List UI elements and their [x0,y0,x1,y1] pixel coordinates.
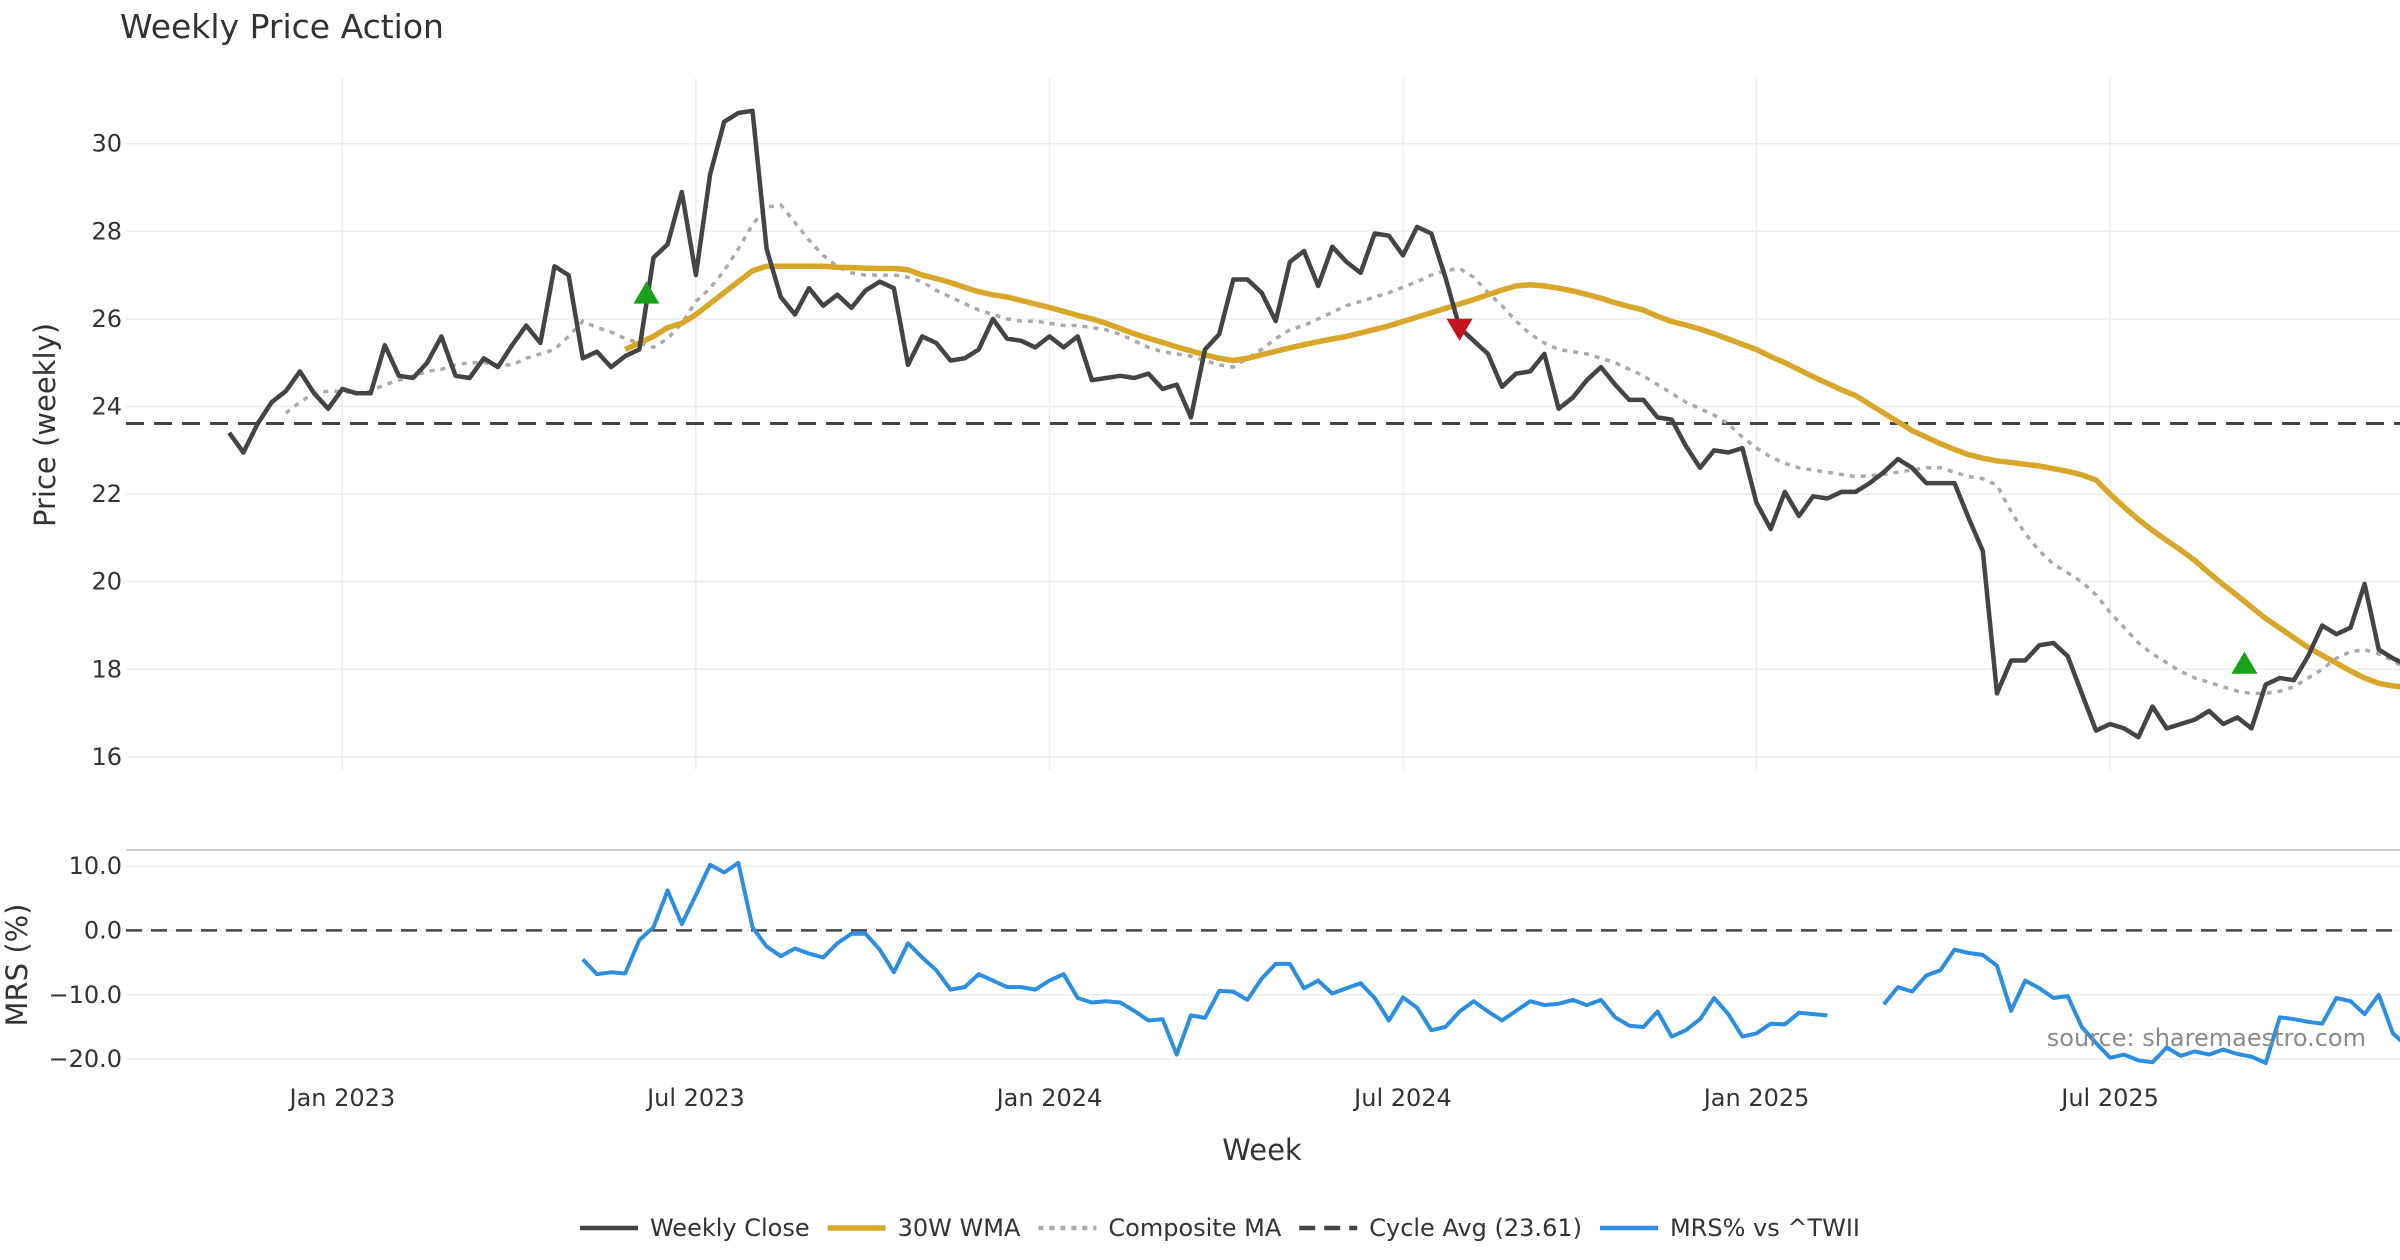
wma-30w-line [624,263,2400,690]
price-y-tick-label: 30 [91,130,122,158]
sell-signal-marker [1446,318,1473,341]
composite-ma-line [284,203,2400,696]
x-tick-label: Jan 2023 [288,1084,396,1112]
legend-item: Cycle Avg (23.61) [1299,1214,1582,1242]
price-y-tick-labels: 16 18 20 22 24 26 28 30 [91,130,122,771]
buy-signal-marker [633,281,660,304]
legend-label: Composite MA [1108,1214,1281,1242]
mrs-y-tick-label: 0.0 [84,916,122,944]
x-axis-title: Week [1222,1133,1302,1167]
price-y-tick-label: 24 [91,392,122,420]
price-axis-title: Price (weekly) [28,323,62,527]
chart-title: Weekly Price Action [120,7,444,46]
x-tick-label: Jul 2023 [645,1084,745,1112]
mrs-y-tick-label: 10.0 [69,852,122,880]
mrs-y-tick-label: −10.0 [48,981,122,1009]
legend-label: MRS% vs ^TWII [1670,1214,1860,1242]
mrs-line [581,860,2400,1065]
legend-item: Composite MA [1038,1214,1282,1242]
x-tick-label: Jul 2024 [1352,1084,1452,1112]
x-tick-label: Jan 2024 [995,1084,1103,1112]
legend-item: Weekly Close [579,1214,810,1242]
x-tick-label: Jan 2025 [1702,1084,1810,1112]
legend-label: 30W WMA [898,1214,1021,1242]
legend: Weekly Close 30W WMA Composite MA Cycle Avg… [579,1214,1860,1242]
price-y-tick-label: 22 [91,480,122,508]
x-tick-label: Jul 2025 [2059,1084,2159,1112]
weekly-close-line [227,108,2400,740]
price-y-tick-label: 26 [91,305,122,333]
legend-label: Cycle Avg (23.61) [1369,1214,1582,1242]
signal-markers [633,281,2258,674]
price-panel-gridlines [126,78,2400,770]
price-y-tick-label: 28 [91,217,122,245]
price-y-tick-label: 16 [91,743,122,771]
mrs-y-tick-labels: −20.0 −10.0 0.0 10.0 [48,852,122,1073]
buy-signal-marker [2231,651,2258,674]
mrs-axis-title: MRS (%) [0,904,34,1027]
legend-item: 30W WMA [827,1214,1021,1242]
mrs-y-tick-label: −20.0 [48,1045,122,1073]
price-y-tick-label: 18 [91,655,122,683]
price-y-tick-label: 20 [91,568,122,596]
x-tick-labels: Jan 2023 Jul 2023 Jan 2024 Jul 2024 Jan 2025… [288,1084,2159,1112]
legend-label: Weekly Close [650,1214,810,1242]
source-note: source: sharemaestro.com [2047,1024,2366,1052]
legend-item: MRS% vs ^TWII [1599,1214,1860,1242]
